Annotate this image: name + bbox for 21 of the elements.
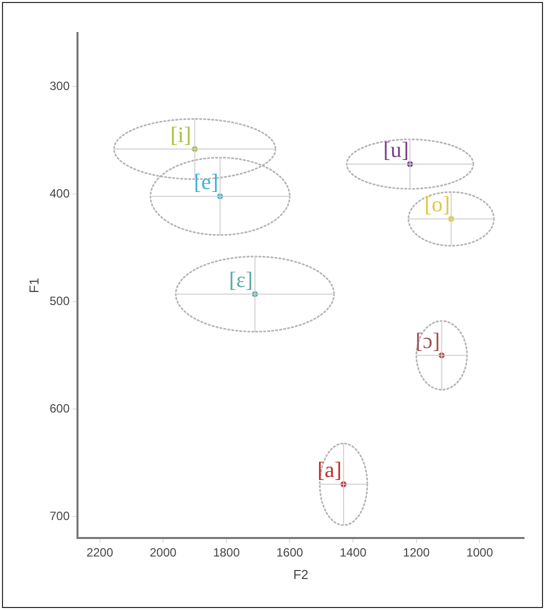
y-tick-label: 600 xyxy=(50,401,70,416)
x-tick-label: 2000 xyxy=(150,546,177,560)
series-label: [u] xyxy=(383,136,409,162)
series-label: [e] xyxy=(194,169,218,194)
x-tick-label: 1200 xyxy=(403,546,430,560)
series-label: [a] xyxy=(317,457,342,482)
x-tick-label: 1400 xyxy=(340,546,367,560)
x-tick-label: 1800 xyxy=(213,546,240,560)
series-label: [ɔ] xyxy=(415,328,440,354)
x-axis-title: F2 xyxy=(293,566,308,582)
series-label: [o] xyxy=(424,192,450,217)
y-tick-label: 700 xyxy=(50,508,70,523)
y-axis-title: F1 xyxy=(26,278,42,294)
series-label: [ɛ] xyxy=(228,266,253,292)
y-tick-label: 300 xyxy=(50,79,70,94)
x-tick-label: 1000 xyxy=(466,546,494,560)
x-tick-label: 1600 xyxy=(276,546,304,560)
y-tick-label: 500 xyxy=(50,294,70,308)
x-tick-label: 2200 xyxy=(86,546,114,560)
y-tick-label: 400 xyxy=(50,186,70,200)
series-label: [i] xyxy=(170,122,192,147)
